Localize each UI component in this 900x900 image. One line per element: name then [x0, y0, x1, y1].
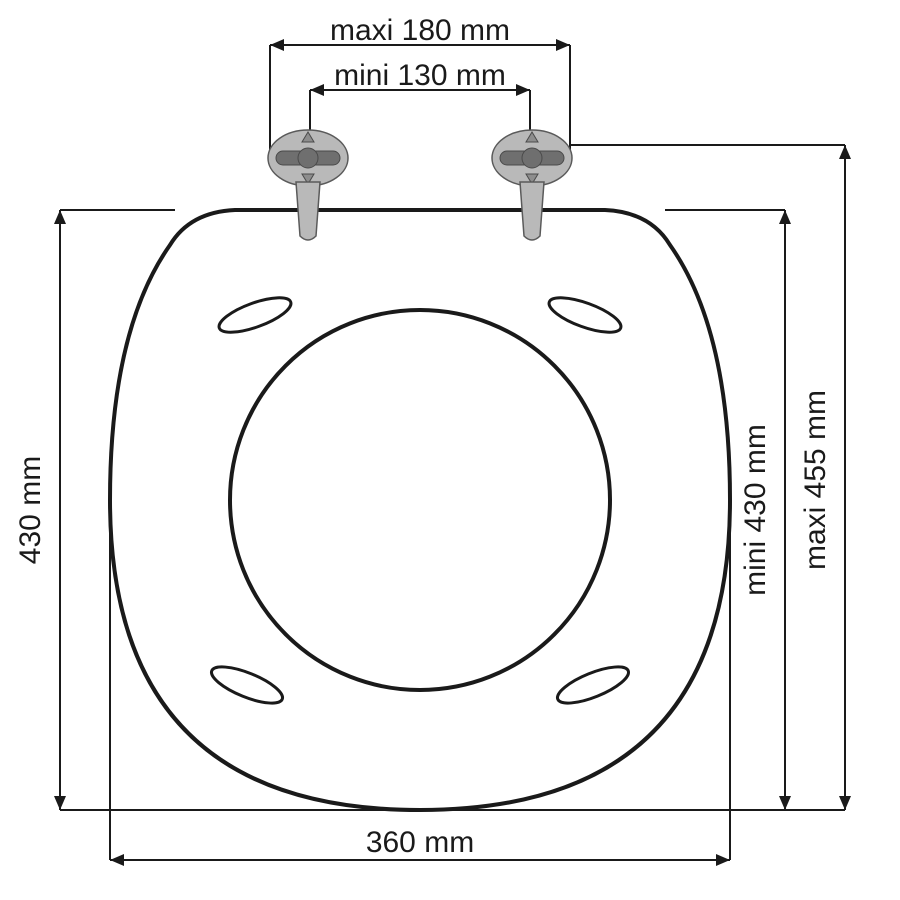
bumper-bottom-left	[207, 660, 286, 711]
label-left-height: 430 mm	[14, 456, 47, 564]
bumper-top-right	[545, 291, 625, 340]
label-right-mini: mini 430 mm	[739, 424, 772, 596]
hinge-left	[268, 130, 348, 240]
dim-left-height	[54, 210, 66, 810]
label-bottom-width: 360 mm	[366, 826, 474, 859]
hinge-right	[492, 130, 572, 240]
seat-outer-outline	[110, 210, 730, 810]
diagram-stage: maxi 180 mm mini 130 mm	[0, 0, 900, 900]
label-right-maxi: maxi 455 mm	[799, 390, 832, 570]
bumper-bottom-right	[553, 660, 632, 711]
seat-inner-hole	[230, 310, 610, 690]
technical-drawing: maxi 180 mm mini 130 mm	[0, 0, 900, 900]
label-top-mini: mini 130 mm	[334, 59, 506, 92]
label-top-maxi: maxi 180 mm	[330, 14, 510, 47]
bumper-top-left	[215, 291, 295, 340]
dim-right-maxi	[839, 145, 851, 810]
dim-right-mini	[779, 210, 791, 810]
